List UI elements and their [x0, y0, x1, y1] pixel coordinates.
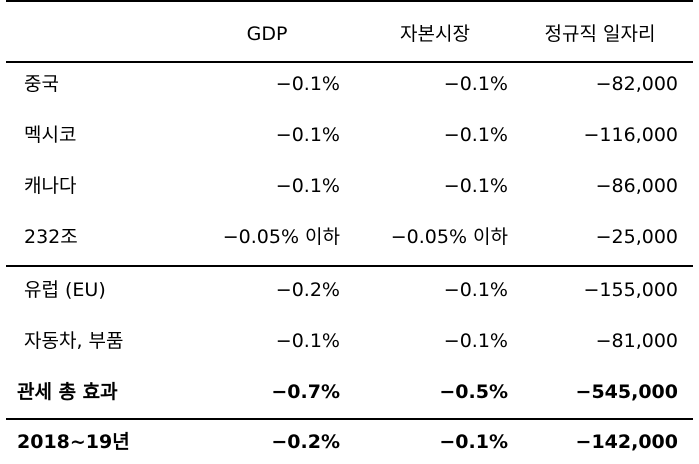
table-row-eu: 유럽 (EU) −0.2% −0.1% −155,000 [0, 268, 699, 312]
cell-capital-market: −0.1% [439, 431, 508, 453]
cell-regular-jobs: −142,000 [575, 431, 678, 453]
section-divider-rule [6, 265, 693, 267]
cell-regular-jobs: −81,000 [595, 330, 678, 352]
cell-gdp: −0.2% [275, 279, 340, 301]
cell-regular-jobs: −82,000 [595, 73, 678, 95]
cell-gdp: −0.05% 이하 [222, 226, 340, 248]
cell-regular-jobs: −86,000 [595, 175, 678, 197]
cell-gdp: −0.1% [275, 73, 340, 95]
row-label: 232조 [24, 226, 78, 248]
row-label: 멕시코 [24, 124, 77, 146]
cell-gdp: −0.2% [271, 431, 340, 453]
table-row-mexico: 멕시코 −0.1% −0.1% −116,000 [0, 113, 699, 157]
table-row-section-232: 232조 −0.05% 이하 −0.05% 이하 −25,000 [0, 215, 699, 259]
cell-regular-jobs: −155,000 [583, 279, 679, 301]
table-row-autos-parts: 자동차, 부품 −0.1% −0.1% −81,000 [0, 319, 699, 363]
column-header-capital-market: 자본시장 [400, 23, 470, 45]
cell-capital-market: −0.5% [439, 381, 508, 403]
table-row-canada: 캐나다 −0.1% −0.1% −86,000 [0, 164, 699, 208]
cell-capital-market: −0.1% [443, 175, 508, 197]
cell-gdp: −0.1% [275, 175, 340, 197]
cell-capital-market: −0.05% 이하 [390, 226, 508, 248]
cell-gdp: −0.1% [275, 330, 340, 352]
cell-regular-jobs: −545,000 [575, 381, 678, 403]
cell-regular-jobs: −116,000 [583, 124, 679, 146]
row-label: 관세 총 효과 [17, 381, 118, 403]
cell-regular-jobs: −25,000 [595, 226, 678, 248]
cell-capital-market: −0.1% [443, 279, 508, 301]
row-label: 유럽 (EU) [24, 279, 106, 301]
column-header-regular-jobs: 정규직 일자리 [544, 23, 656, 45]
row-label: 2018~19년 [17, 431, 130, 453]
table-top-rule [6, 0, 693, 2]
header-divider-rule [6, 61, 693, 63]
cell-gdp: −0.1% [275, 124, 340, 146]
table-header-row: GDP 자본시장 정규직 일자리 [0, 12, 699, 56]
cell-capital-market: −0.1% [443, 330, 508, 352]
column-header-gdp: GDP [246, 23, 288, 45]
table-row-2018-2019: 2018~19년 −0.2% −0.1% −142,000 [0, 420, 699, 464]
cell-capital-market: −0.1% [443, 124, 508, 146]
row-label: 캐나다 [24, 175, 77, 197]
table-row-total-effect: 관세 총 효과 −0.7% −0.5% −545,000 [0, 370, 699, 414]
row-label: 자동차, 부품 [24, 330, 124, 352]
table-row-china: 중국 −0.1% −0.1% −82,000 [0, 62, 699, 106]
row-label: 중국 [24, 73, 59, 95]
cell-capital-market: −0.1% [443, 73, 508, 95]
summary-divider-rule [6, 418, 693, 420]
cell-gdp: −0.7% [271, 381, 340, 403]
